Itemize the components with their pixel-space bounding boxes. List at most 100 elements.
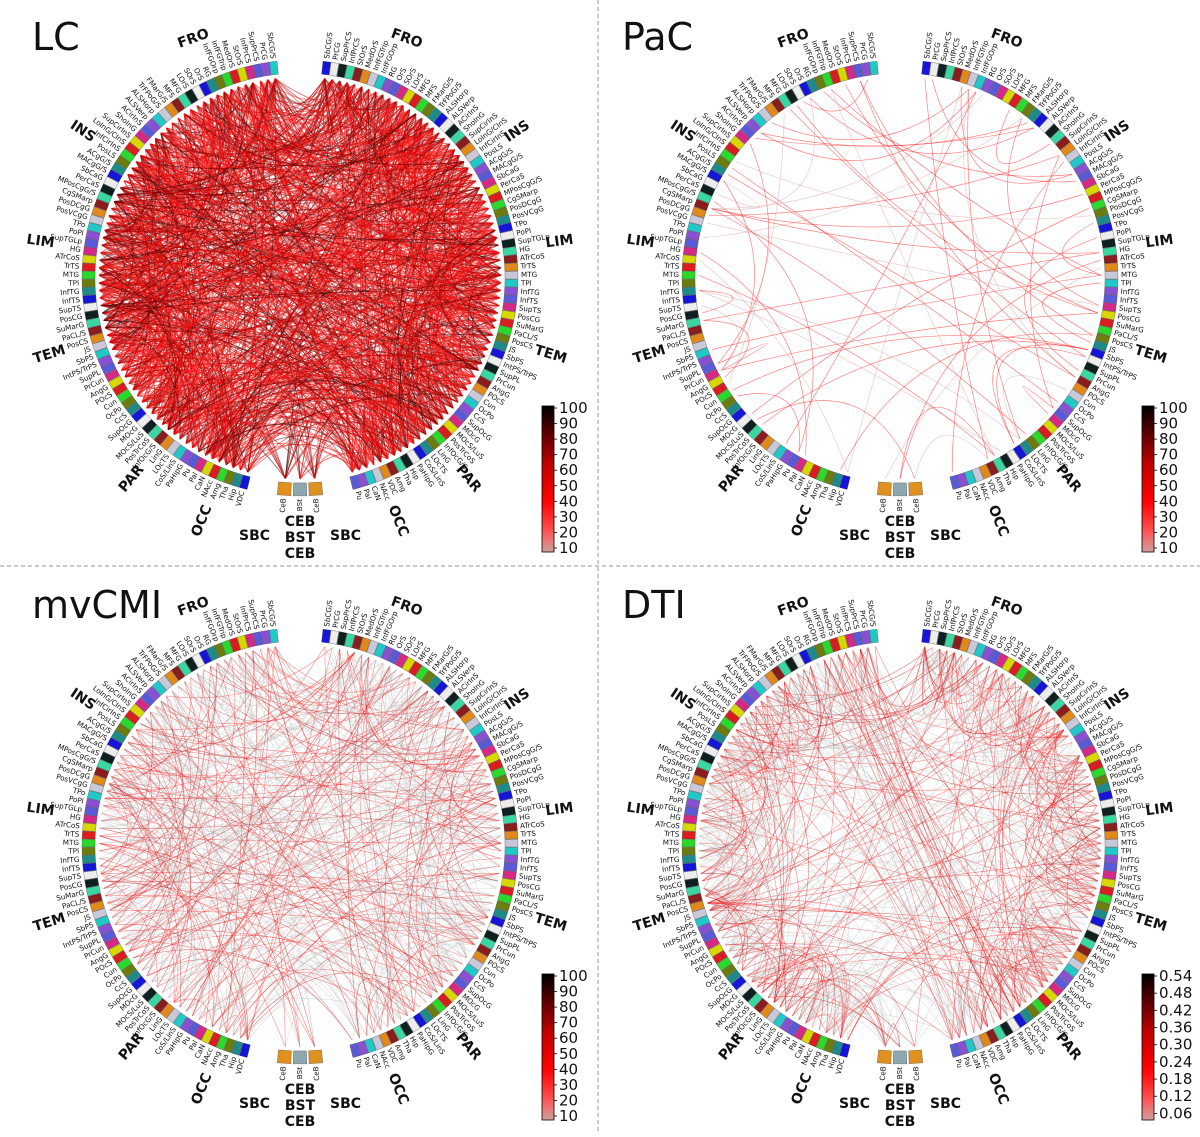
- node-block: [503, 294, 518, 304]
- node-block: [206, 77, 219, 94]
- nodes: SbCG/SPrCGSupPrCSInfPrCSStOrSMedOrSInfFG…: [50, 598, 551, 1081]
- edge: [359, 342, 491, 471]
- edge: [760, 91, 977, 161]
- edge: [314, 127, 435, 479]
- edge: [859, 80, 1076, 378]
- node-block: [493, 206, 509, 219]
- node-block: [371, 467, 384, 483]
- node-block: [1104, 286, 1118, 296]
- node-block: [198, 81, 212, 97]
- edge: [400, 312, 499, 452]
- node-block: [151, 112, 167, 128]
- edge: [99, 82, 348, 291]
- edge: [699, 259, 849, 473]
- node-block: [349, 474, 361, 490]
- edge: [156, 290, 501, 420]
- node-block: [223, 469, 236, 486]
- node-block: [892, 482, 908, 497]
- node-block: [83, 302, 98, 312]
- colorbar-tick-label: 0.36: [1159, 1019, 1192, 1037]
- node-block: [99, 183, 116, 197]
- lobe-label-right: TEM: [532, 910, 568, 935]
- edge: [967, 89, 1021, 440]
- edge: [274, 78, 460, 157]
- node-block: [1084, 183, 1101, 197]
- node-block: [1044, 123, 1060, 139]
- node-block: [85, 317, 101, 329]
- edge: [1003, 375, 1068, 440]
- node-block: [85, 230, 101, 241]
- edge: [421, 118, 496, 231]
- edge: [387, 417, 444, 459]
- node-block: [1014, 97, 1030, 113]
- node-label: CeB: [911, 1066, 921, 1081]
- edge: [156, 282, 502, 420]
- node-block: [458, 401, 475, 416]
- colorbar-tick-label: 10: [1159, 539, 1178, 557]
- node-block: [1039, 117, 1054, 133]
- lobe-label-left: LIM: [25, 800, 55, 820]
- node-block: [1102, 246, 1117, 256]
- node-block: [473, 162, 489, 176]
- lobe-label-right: PAR: [1052, 1030, 1084, 1064]
- node-block: [201, 460, 214, 476]
- lobe-label-bottom: CEB: [885, 514, 916, 530]
- node-block: [87, 222, 102, 234]
- node-block: [104, 368, 120, 382]
- edge: [421, 323, 493, 371]
- edge: [113, 201, 139, 378]
- node-block: [682, 862, 697, 872]
- edge: [223, 91, 361, 471]
- node-block: [364, 469, 377, 486]
- node-block: [252, 63, 264, 78]
- node-block: [437, 424, 453, 440]
- edge: [402, 105, 472, 384]
- node-label: InfTS: [62, 295, 81, 306]
- node-block: [476, 375, 492, 389]
- node-block: [386, 460, 399, 476]
- node-block: [186, 453, 201, 469]
- node-block: [277, 1049, 292, 1064]
- lobe-label-right: PAR: [452, 462, 484, 496]
- node-block: [81, 279, 96, 288]
- edge: [756, 400, 916, 479]
- node-block: [936, 63, 948, 78]
- edges: [98, 646, 502, 1048]
- edges: [698, 646, 1102, 1048]
- colorbar-tick-label: 50: [559, 477, 578, 495]
- node-block: [236, 66, 249, 82]
- node-label: JS: [82, 344, 93, 355]
- node-block: [83, 246, 98, 256]
- lobe-label-right: SBC: [930, 528, 961, 544]
- node-block: [504, 286, 518, 296]
- node-label: TrTS: [519, 261, 536, 271]
- edge: [721, 180, 755, 371]
- edge: [98, 101, 397, 276]
- node-block: [499, 317, 515, 329]
- node-label: Pal: [187, 471, 200, 484]
- edge: [339, 80, 382, 463]
- node-block: [129, 135, 145, 151]
- edge: [299, 237, 498, 480]
- edge: [160, 86, 363, 136]
- node-block: [119, 148, 136, 163]
- node-label: TPo: [71, 217, 87, 229]
- node-block: [1102, 814, 1117, 824]
- edge: [107, 334, 195, 440]
- edge: [103, 320, 382, 463]
- node-block: [681, 839, 696, 848]
- edge: [205, 252, 500, 456]
- node-block: [81, 847, 96, 856]
- node-label: TPl: [520, 278, 532, 287]
- edge: [232, 80, 265, 468]
- lobe-label-bottom: CEB: [285, 546, 316, 562]
- edge: [99, 282, 463, 397]
- node-block: [111, 162, 127, 176]
- lobe-label-left: LIM: [625, 800, 655, 820]
- edge: [359, 127, 435, 471]
- edge: [218, 78, 326, 463]
- node-block: [81, 262, 96, 272]
- node-label: PosCG: [59, 312, 83, 325]
